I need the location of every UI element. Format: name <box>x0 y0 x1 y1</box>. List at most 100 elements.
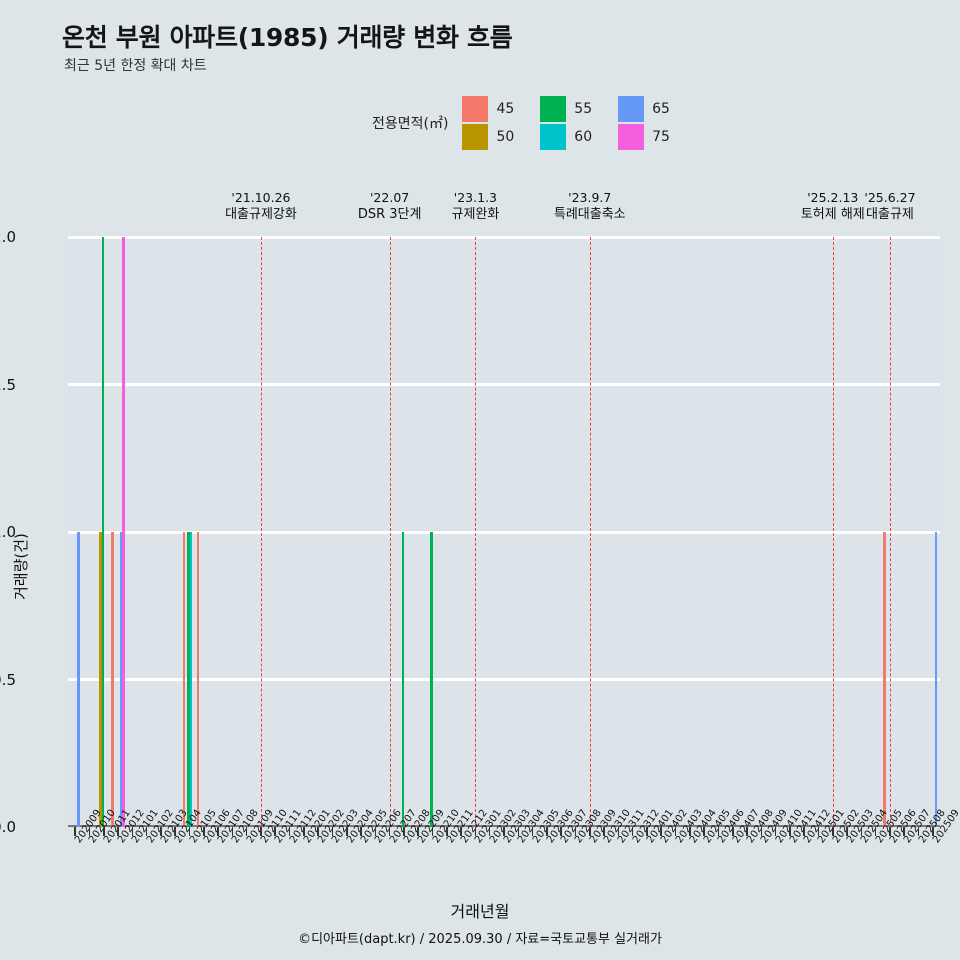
x-tick <box>117 827 119 836</box>
x-tick <box>631 827 634 836</box>
event-description: DSR 3단계 <box>357 207 422 222</box>
x-tick <box>403 827 405 836</box>
legend-item-65[interactable]: 65 <box>618 96 670 122</box>
x-axis-line <box>68 825 940 827</box>
event-date: '25.2.13 <box>807 190 859 205</box>
legend-swatch-45 <box>462 96 489 122</box>
gridline <box>68 235 940 239</box>
bar-45-202105[interactable] <box>182 532 186 827</box>
x-tick <box>503 827 505 836</box>
x-tick <box>131 827 134 836</box>
event-date: '23.9.7 <box>568 190 612 205</box>
x-tick <box>188 827 191 836</box>
x-tick <box>817 827 820 836</box>
event-annotation-202502: '25.2.13 토허제 해제 <box>801 190 865 224</box>
legend-label: 65 <box>652 101 670 117</box>
chart-subtitle: 최근 5년 한정 확대 차트 <box>64 58 207 74</box>
x-tick <box>874 827 877 836</box>
x-tick <box>231 827 234 836</box>
legend: 전용면적(㎡) 45 50 55 60 65 75 <box>372 96 670 150</box>
x-tick <box>145 827 148 836</box>
x-tick <box>417 827 420 836</box>
x-tick <box>474 827 477 836</box>
x-tick <box>517 827 520 836</box>
bar-65-202009[interactable] <box>77 532 80 827</box>
legend-item-50[interactable]: 50 <box>462 124 514 150</box>
x-tick <box>617 827 620 836</box>
event-line-202502 <box>832 237 834 827</box>
x-tick <box>345 827 348 836</box>
x-tick <box>203 827 205 836</box>
legend-label: 50 <box>496 129 515 145</box>
x-tick <box>731 827 734 836</box>
bar-60-202105[interactable] <box>189 532 192 827</box>
bar-65-202012[interactable] <box>120 532 123 827</box>
y-tick-label: 0.0 <box>0 818 16 836</box>
x-tick <box>660 827 663 836</box>
bar-55-202208[interactable] <box>401 532 404 827</box>
x-tick <box>546 827 548 836</box>
bar-65-202509[interactable] <box>935 532 938 827</box>
event-line-202301 <box>475 237 477 827</box>
x-tick <box>317 827 319 836</box>
x-tick <box>932 827 934 836</box>
bar-45-202506[interactable] <box>883 532 886 827</box>
event-description: 토허제 해제 <box>800 207 865 222</box>
legend-label: 60 <box>574 129 593 145</box>
y-tick-label: 1.5 <box>0 375 16 394</box>
x-tick <box>288 827 291 836</box>
bar-55-202105[interactable] <box>187 532 190 827</box>
x-tick <box>674 827 677 836</box>
x-tick <box>603 827 605 836</box>
bar-55-202011[interactable] <box>101 237 104 827</box>
x-tick <box>88 827 91 836</box>
event-line-202506 <box>889 237 891 827</box>
x-tick <box>588 827 591 836</box>
event-date: '22.07 <box>370 190 410 205</box>
bar-75-202012[interactable] <box>122 237 125 827</box>
bar-50-202011[interactable] <box>99 532 102 827</box>
bar-45-202012[interactable] <box>111 532 114 827</box>
legend-swatch-55 <box>540 96 567 122</box>
event-annotation-202301: '23.1.3 규제완화 <box>451 190 499 224</box>
y-tick-label: 0.5 <box>0 670 16 689</box>
x-tick <box>303 827 305 836</box>
x-tick <box>102 827 105 836</box>
credit-text: ©디아파트(dapt.kr) / 2025.09.30 / 자료=국토교통부 실… <box>298 932 662 947</box>
x-axis: 202009 202010 202011 202012 202101 202102 2021… <box>68 808 960 947</box>
x-tick <box>260 827 262 836</box>
event-date: '25.6.27 <box>864 190 916 205</box>
x-axis-title: 거래년월 <box>450 902 510 921</box>
x-tick <box>789 827 791 836</box>
legend-item-45[interactable]: 45 <box>462 96 514 122</box>
legend-swatch-50 <box>462 124 489 150</box>
legend-swatch-75 <box>618 124 645 150</box>
legend-item-75[interactable]: 75 <box>618 124 670 150</box>
x-tick <box>431 827 434 836</box>
page-title: 온천 부원 아파트(1985) 거래량 변화 흐름 <box>62 23 513 52</box>
legend-label: 45 <box>496 101 515 117</box>
legend-item-60[interactable]: 60 <box>540 124 592 150</box>
event-annotation-202207: '22.07 DSR 3단계 <box>358 190 422 224</box>
x-tick <box>646 827 648 836</box>
y-tick-label: 2.0 <box>0 228 16 246</box>
x-tick <box>774 827 777 836</box>
x-tick <box>717 827 720 836</box>
bar-55-202210[interactable] <box>430 532 433 827</box>
legend-items: 45 50 55 60 65 75 <box>462 96 670 150</box>
x-tick <box>531 827 534 836</box>
x-tick <box>446 827 448 836</box>
legend-item-55[interactable]: 55 <box>540 96 592 122</box>
gridline <box>68 678 940 681</box>
x-tick <box>889 827 891 836</box>
x-tick <box>831 827 834 836</box>
x-tick <box>274 827 277 836</box>
plot-area <box>68 235 940 827</box>
event-line-202207 <box>389 237 391 827</box>
event-date: '23.1.3 <box>453 190 497 205</box>
bar-45-202106[interactable] <box>197 532 200 827</box>
x-tick <box>360 827 362 836</box>
x-tick <box>574 827 577 836</box>
x-tick <box>488 827 491 836</box>
x-tick <box>331 827 334 836</box>
